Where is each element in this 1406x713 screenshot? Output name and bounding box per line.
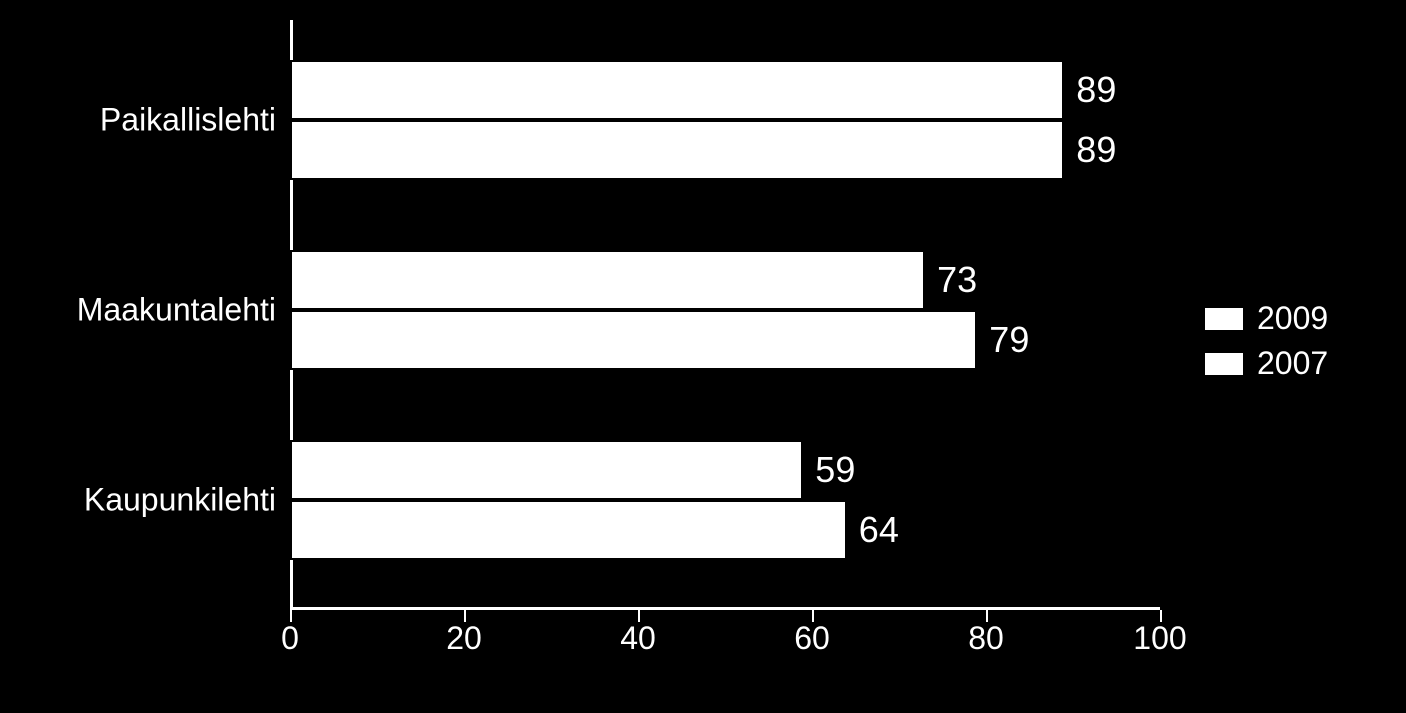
x-tick-label-20: 20 (446, 620, 482, 657)
value-kaupunkilehti-2007: 64 (859, 509, 899, 551)
cat-label-kaupunkilehti: Kaupunkilehti (84, 482, 276, 519)
legend-item-2007: 2007 (1205, 345, 1328, 382)
x-tick-label-0: 0 (281, 620, 299, 657)
value-paikallislehti-2009: 89 (1076, 69, 1116, 111)
legend-label-2009: 2009 (1257, 300, 1328, 337)
cat-label-maakuntalehti: Maakuntalehti (77, 292, 276, 329)
cat-label-paikallislehti: Paikallislehti (100, 102, 276, 139)
legend-item-2009: 2009 (1205, 300, 1328, 337)
bar-kaupunkilehti-2007 (290, 500, 847, 560)
x-tick-label-40: 40 (620, 620, 656, 657)
bar-paikallislehti-2009 (290, 60, 1064, 120)
x-axis-line (290, 607, 1160, 610)
bar-paikallislehti-2007 (290, 120, 1064, 180)
legend-swatch-2007 (1205, 353, 1243, 375)
value-kaupunkilehti-2009: 59 (815, 449, 855, 491)
chart-container: 89 89 73 79 59 64 0 20 40 60 80 100 Paik… (0, 10, 1406, 713)
x-tick-label-60: 60 (794, 620, 830, 657)
value-maakuntalehti-2009: 73 (937, 259, 977, 301)
bar-maakuntalehti-2009 (290, 250, 925, 310)
legend: 2009 2007 (1205, 300, 1328, 390)
value-maakuntalehti-2007: 79 (989, 319, 1029, 361)
plot-area: 89 89 73 79 59 64 (290, 20, 1160, 610)
x-tick-label-100: 100 (1133, 620, 1186, 657)
bar-maakuntalehti-2007 (290, 310, 977, 370)
legend-label-2007: 2007 (1257, 345, 1328, 382)
legend-swatch-2009 (1205, 308, 1243, 330)
value-paikallislehti-2007: 89 (1076, 129, 1116, 171)
x-tick-label-80: 80 (968, 620, 1004, 657)
bar-kaupunkilehti-2009 (290, 440, 803, 500)
